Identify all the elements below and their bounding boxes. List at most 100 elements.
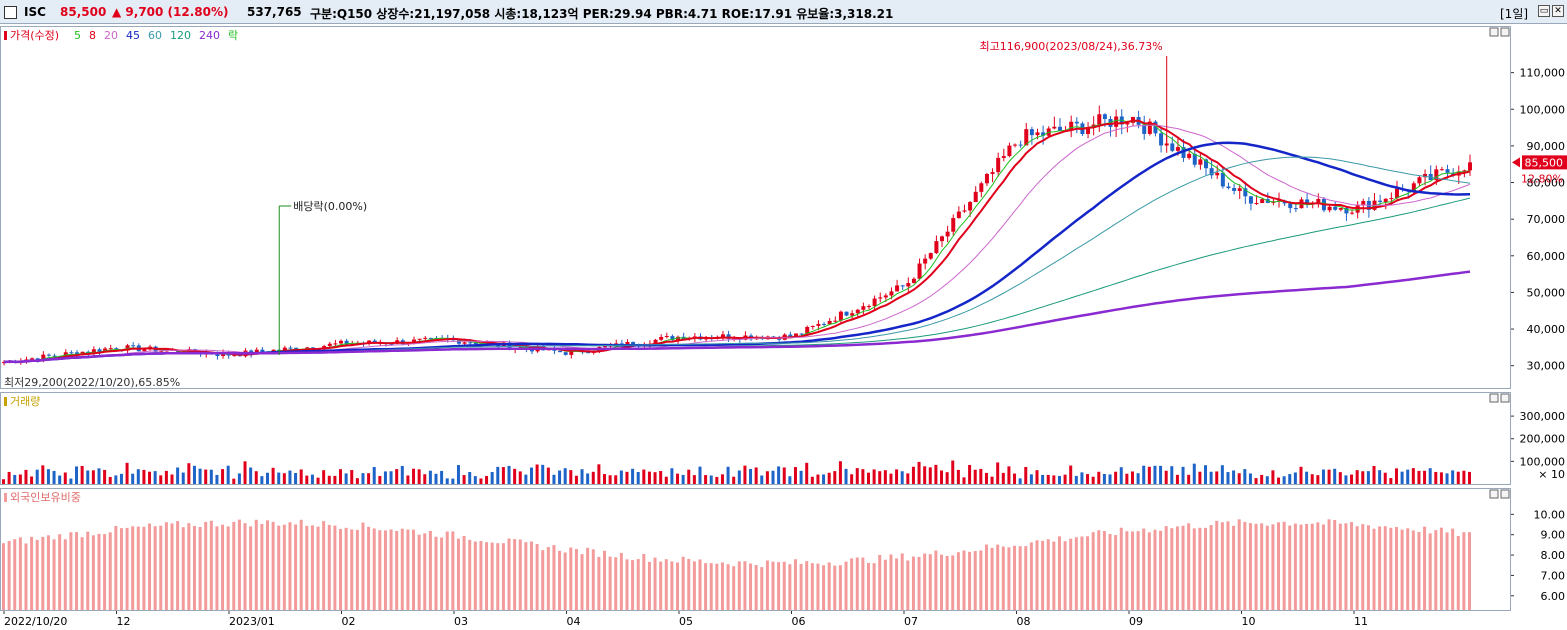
- stock-change: ▲ 9,700 (12.80%): [112, 5, 229, 19]
- x-tick-label: 05: [679, 615, 693, 628]
- candle: [676, 336, 681, 341]
- candle: [344, 340, 349, 345]
- volume-bar: [13, 474, 17, 484]
- foreign-bar: [1310, 523, 1314, 610]
- stock-volume: 537,765: [247, 5, 302, 19]
- volume-bar: [962, 477, 966, 484]
- foreign-bar: [282, 524, 286, 610]
- volume-bar: [608, 475, 612, 484]
- foreign-bar: [501, 543, 505, 610]
- price-tick-label: 110,000: [1520, 67, 1566, 80]
- legend-item: 60: [148, 29, 162, 42]
- foreign-bar: [434, 536, 438, 610]
- foreign-bar: [687, 558, 691, 610]
- candle: [1333, 206, 1338, 210]
- volume-bar: [771, 470, 775, 484]
- legend-item: 락: [228, 29, 238, 42]
- candle: [462, 342, 467, 344]
- candle: [1198, 159, 1203, 165]
- candle: [1462, 170, 1467, 172]
- volume-bar: [1423, 470, 1427, 484]
- foreign-bar: [838, 565, 842, 610]
- volume-bar: [277, 472, 281, 484]
- foreign-bar: [41, 536, 45, 610]
- volume-bar: [889, 473, 893, 484]
- ma8-line: [3, 119, 1471, 364]
- pane-restore-icon: [1489, 27, 1499, 37]
- foreign-bar: [816, 563, 820, 610]
- volume-bar: [940, 470, 944, 484]
- volume-bar: [1108, 474, 1112, 484]
- candle: [159, 350, 164, 352]
- foreign-bar: [833, 565, 837, 610]
- volume-bar: [1434, 471, 1438, 484]
- volume-bar: [1063, 474, 1067, 484]
- foreign-bar: [125, 527, 129, 610]
- candle: [1350, 212, 1355, 214]
- foreign-bar: [1456, 536, 1460, 610]
- foreign-bar: [647, 561, 651, 610]
- volume-bar: [1232, 470, 1236, 484]
- volume-bar: [524, 474, 528, 484]
- foreign-bar: [423, 533, 427, 610]
- foreign-bar: [383, 530, 387, 610]
- foreign-bar: [1114, 535, 1118, 610]
- foreign-bar: [1468, 532, 1471, 610]
- volume-bar: [412, 468, 416, 484]
- foreign-bar: [1327, 519, 1331, 610]
- candle: [1439, 169, 1444, 171]
- foreign-bar: [103, 534, 107, 610]
- foreign-bar: [529, 541, 533, 610]
- volume-bar: [473, 476, 477, 484]
- foreign-bar: [58, 534, 62, 610]
- foreign-bar: [1243, 521, 1247, 610]
- ma5-line: [3, 119, 1471, 363]
- candle: [1361, 200, 1366, 205]
- candle: [131, 345, 136, 347]
- volume-bar: [1344, 475, 1348, 484]
- foreign-bar: [367, 526, 371, 610]
- foreign-bar: [1041, 540, 1045, 610]
- candle: [423, 337, 428, 339]
- volume-bar: [1125, 473, 1129, 484]
- foreign-bar: [322, 521, 326, 610]
- volume-bar: [41, 465, 45, 484]
- foreign-bar: [726, 564, 730, 610]
- stock-price: 85,500: [60, 5, 107, 19]
- foreign-bar: [1007, 547, 1011, 610]
- candle: [631, 341, 636, 346]
- volume-bar: [1237, 473, 1241, 484]
- volume-bar: [204, 469, 208, 484]
- candle: [799, 333, 804, 335]
- foreign-bar: [2, 543, 5, 610]
- restore-icon[interactable]: ▭: [1538, 5, 1550, 17]
- volume-bar: [2, 479, 5, 484]
- foreign-bar: [979, 550, 983, 610]
- volume-bar: [1175, 474, 1179, 484]
- volume-bar: [91, 470, 95, 484]
- candle: [923, 258, 928, 264]
- candle: [883, 295, 888, 298]
- volume-bar: [339, 469, 343, 484]
- foreign-bar: [327, 524, 331, 610]
- volume-bar: [1226, 472, 1230, 484]
- select-checkbox[interactable]: [4, 6, 17, 19]
- volume-bar: [1327, 469, 1331, 484]
- foreign-bar: [187, 523, 191, 610]
- foreign-bar: [131, 526, 135, 610]
- legend-item: 45: [126, 29, 140, 42]
- candle: [928, 253, 933, 259]
- foreign-tick-label: 6.00: [1541, 590, 1566, 603]
- foreign-bar: [732, 566, 736, 610]
- volume-bar: [316, 477, 320, 484]
- candle: [1394, 188, 1399, 199]
- foreign-bar: [294, 524, 298, 610]
- chart-header: ISC 85,500 ▲ 9,700 (12.80%) 537,765 구분:Q…: [0, 0, 1567, 24]
- period-selector[interactable]: [1일]: [1500, 7, 1529, 21]
- close-icon[interactable]: ✕: [1552, 5, 1564, 17]
- foreign-bar: [164, 522, 168, 610]
- foreign-bar: [119, 528, 123, 610]
- volume-bar: [1164, 470, 1168, 484]
- volume-bar: [310, 474, 314, 484]
